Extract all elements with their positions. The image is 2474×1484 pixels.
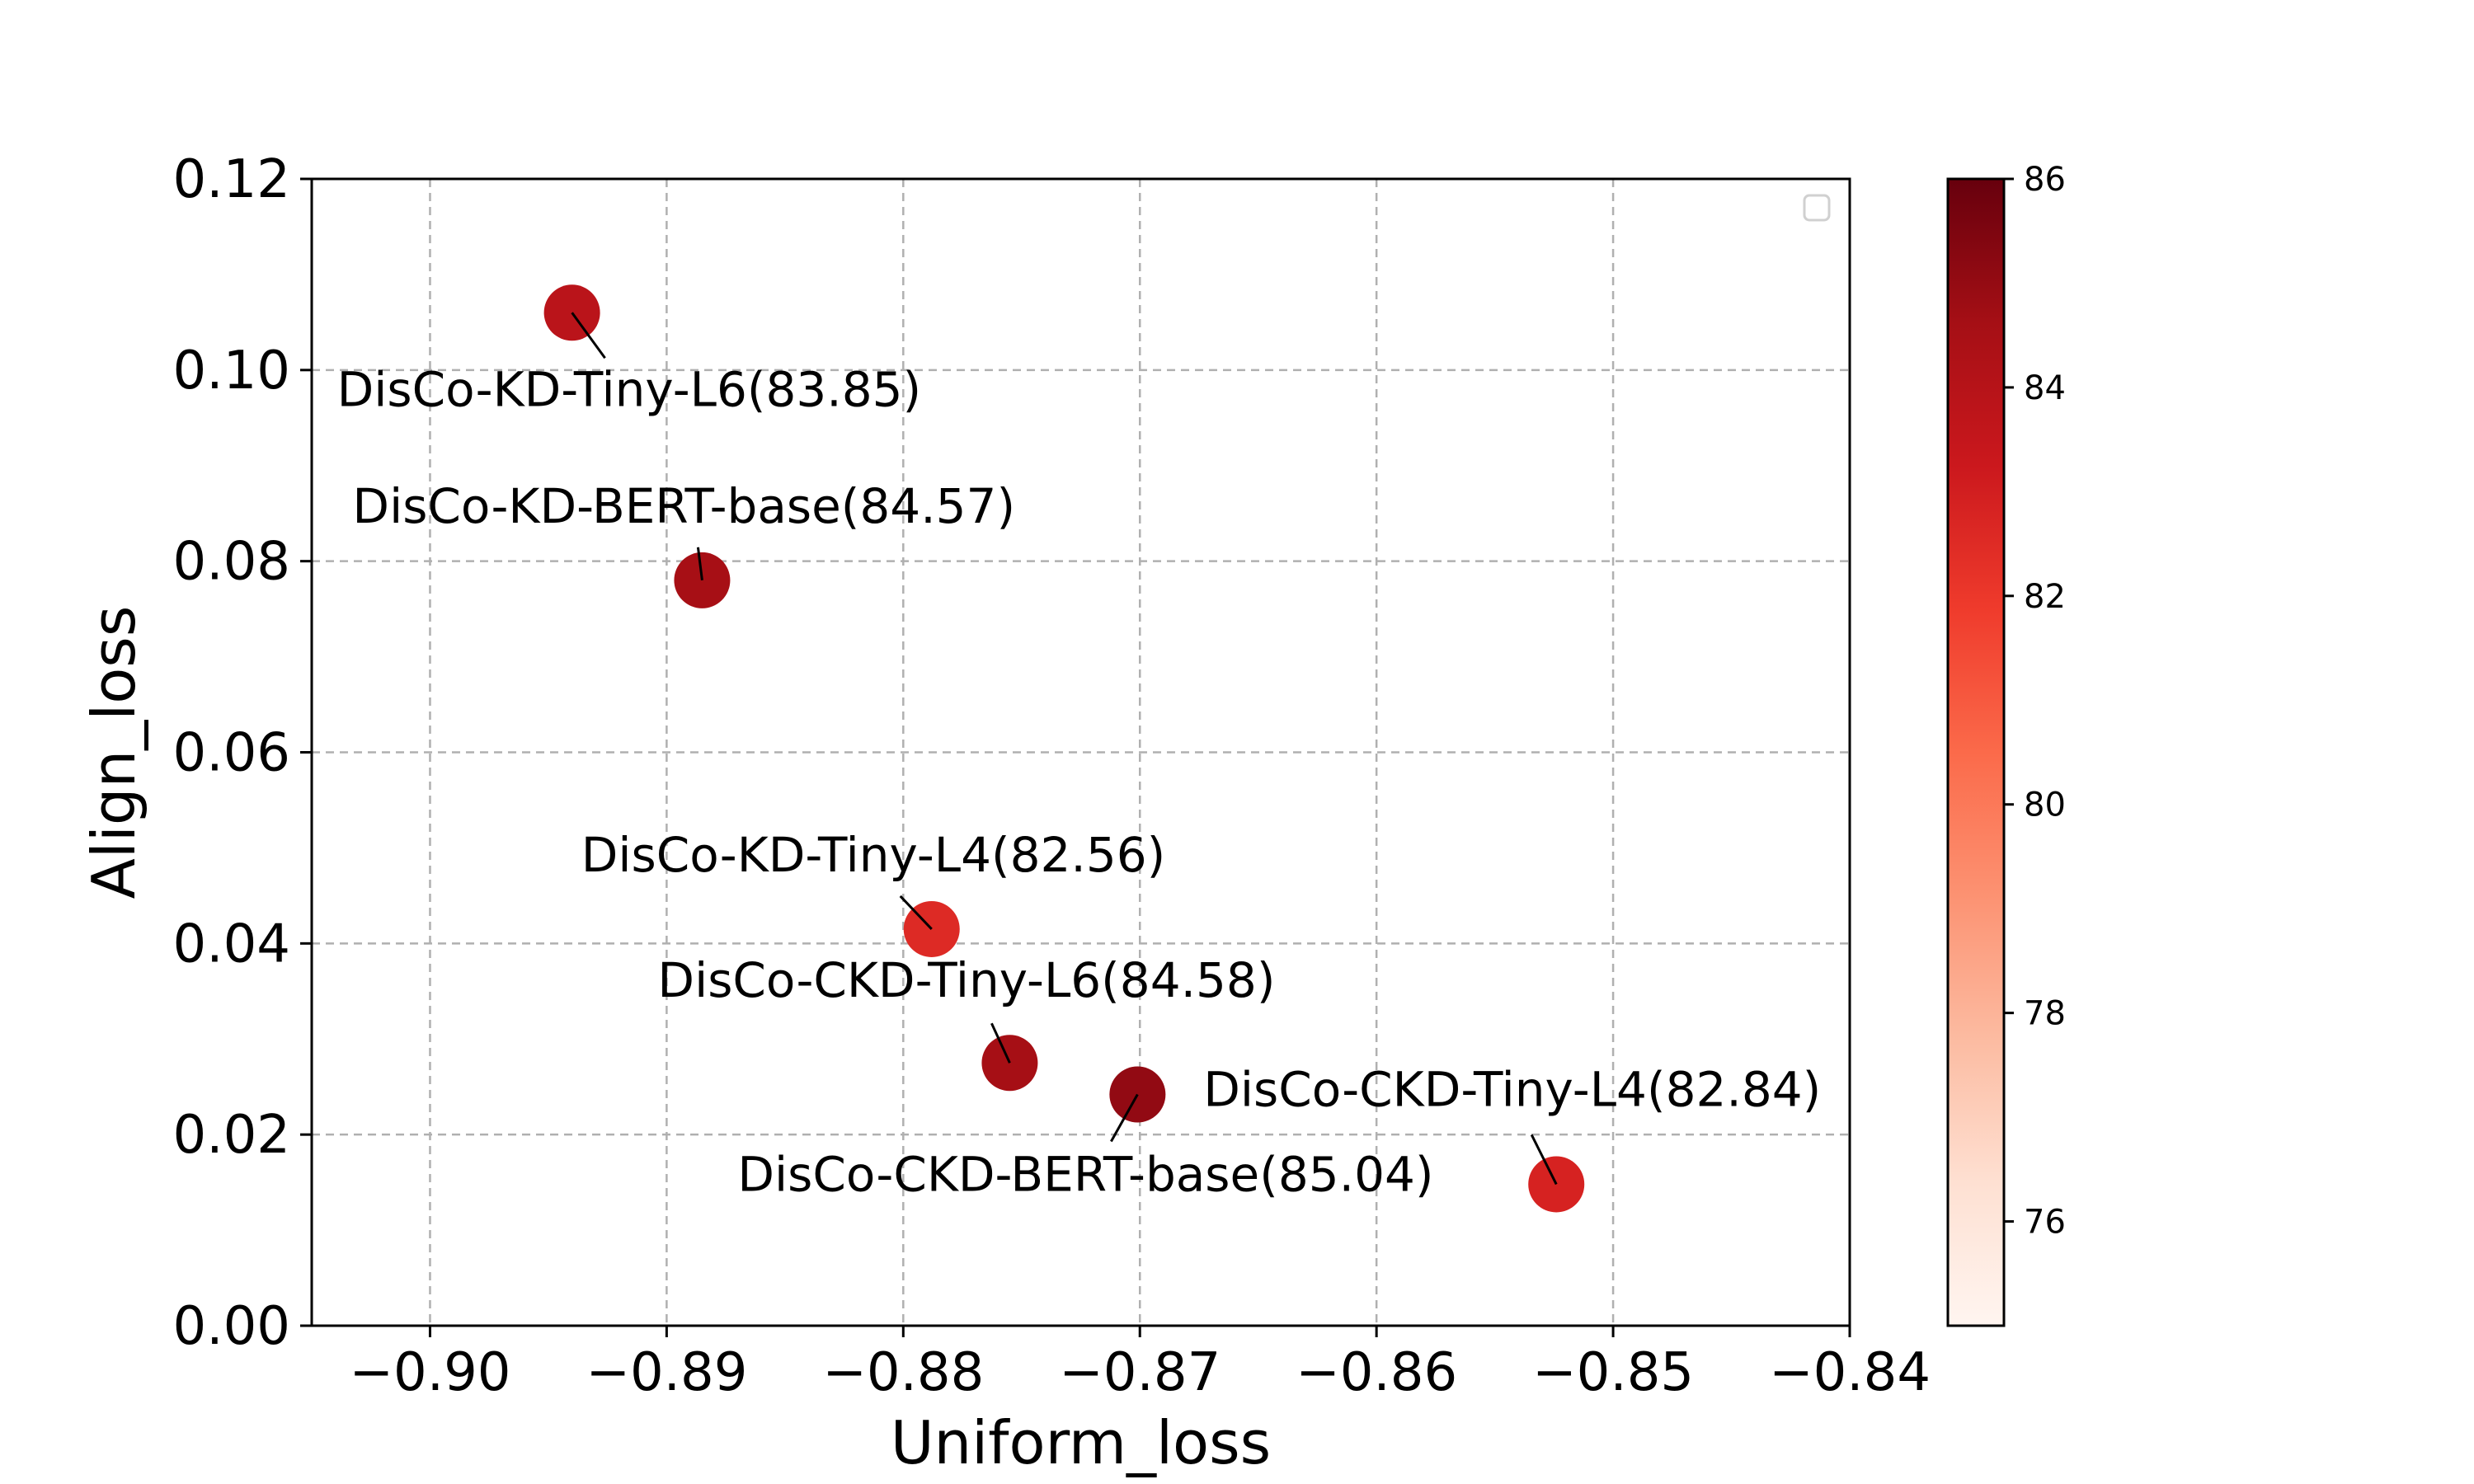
colorbar-tick-label: 80 <box>2024 787 2066 824</box>
colorbar-tick-label: 86 <box>2024 161 2066 199</box>
label-leader-line <box>571 312 606 359</box>
point-label: DisCo-KD-Tiny-L6(83.85) <box>337 361 922 417</box>
point-labels: DisCo-KD-Tiny-L6(83.85) DisCo-KD-BERT-bas… <box>337 312 1821 1202</box>
y-axis-title: Align_loss <box>79 606 148 899</box>
colorbar-tick-label: 82 <box>2024 578 2066 616</box>
y-tick-label: 0.10 <box>173 340 291 402</box>
x-tick-label: −0.86 <box>1296 1342 1457 1403</box>
label-leader-line <box>696 547 703 581</box>
x-tick-label: −0.88 <box>822 1342 984 1403</box>
y-tick-label: 0.06 <box>173 723 291 784</box>
label-leader-line <box>990 1022 1011 1064</box>
point-label: DisCo-CKD-Tiny-L6(84.58) <box>657 952 1275 1008</box>
legend-box <box>1803 194 1831 222</box>
point-label: DisCo-CKD-Tiny-L4(82.84) <box>1203 1061 1821 1117</box>
colorbar-ticks: 76 78 80 82 84 86 <box>2004 161 2066 1242</box>
point-label: DisCo-CKD-BERT-base(85.04) <box>737 1146 1433 1202</box>
y-tick-label: 0.00 <box>173 1296 291 1357</box>
point-label: DisCo-KD-Tiny-L4(82.56) <box>581 827 1166 883</box>
point-label: DisCo-KD-BERT-base(84.57) <box>352 478 1015 534</box>
x-tick-label: −0.84 <box>1769 1342 1931 1403</box>
y-axis-ticks: 0.00 0.02 0.04 0.06 0.08 0.10 0.12 <box>173 149 312 1357</box>
x-tick-label: −0.85 <box>1532 1342 1694 1403</box>
grid <box>312 179 1850 1326</box>
x-tick-label: −0.87 <box>1059 1342 1221 1403</box>
y-tick-label: 0.08 <box>173 532 291 593</box>
x-axis-ticks: −0.90 −0.89 −0.88 −0.87 −0.86 −0.85 −0.84 <box>349 1326 1931 1403</box>
label-leader-line <box>1530 1134 1558 1186</box>
colorbar <box>1946 177 2006 1327</box>
y-tick-label: 0.04 <box>173 913 291 974</box>
label-leader-line <box>899 895 933 930</box>
y-tick-label: 0.02 <box>173 1105 291 1166</box>
y-tick-label: 0.12 <box>173 149 291 210</box>
x-axis-title: Uniform_loss <box>891 1408 1271 1477</box>
label-leader-line <box>1110 1093 1139 1143</box>
colorbar-tick-label: 76 <box>2024 1204 2066 1242</box>
colorbar-tick-label: 78 <box>2024 995 2066 1033</box>
x-tick-label: −0.89 <box>586 1342 747 1403</box>
x-tick-label: −0.90 <box>349 1342 510 1403</box>
colorbar-tick-label: 84 <box>2024 369 2066 407</box>
